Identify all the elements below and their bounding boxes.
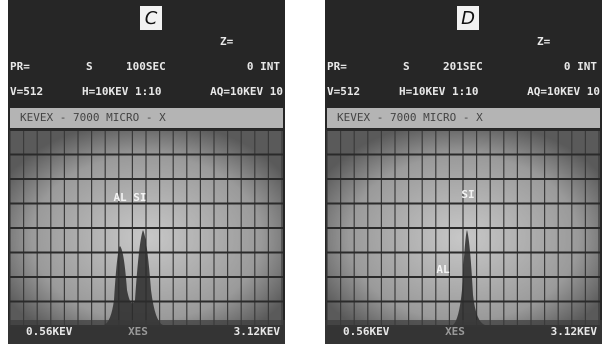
h-field: H=10KEV 1:10 xyxy=(399,85,478,98)
banner-text: KEVEX - 7000 MICRO - X xyxy=(337,111,483,124)
z-field: Z= xyxy=(537,35,551,48)
peak-label: AL SI xyxy=(113,191,146,204)
int-field: 0 INT xyxy=(247,60,280,73)
v-field: V=512 xyxy=(10,85,43,98)
h-field: H=10KEV 1:10 xyxy=(82,85,161,98)
aq-field: AQ=10KEV 10 xyxy=(210,85,283,98)
time-field: 100SEC xyxy=(126,60,166,73)
bottom-right: 3.12KEV xyxy=(234,325,281,338)
panel-label: D xyxy=(461,8,475,29)
int-field: 0 INT xyxy=(564,60,597,73)
bottom-left: 0.56KEV xyxy=(343,325,390,338)
peak-label: AL xyxy=(436,263,450,276)
bottom-mid: XES xyxy=(128,325,148,338)
v-field: V=512 xyxy=(327,85,360,98)
s-field: S xyxy=(86,60,93,73)
peak-label: SI xyxy=(461,188,474,201)
panel-label: C xyxy=(145,8,158,29)
aq-field: AQ=10KEV 10 xyxy=(527,85,600,98)
pr-field: PR= xyxy=(327,60,347,73)
time-field: 201SEC xyxy=(443,60,483,73)
bottom-left: 0.56KEV xyxy=(26,325,73,338)
s-field: S xyxy=(403,60,410,73)
pr-field: PR= xyxy=(10,60,30,73)
bottom-right: 3.12KEV xyxy=(551,325,598,338)
banner-text: KEVEX - 7000 MICRO - X xyxy=(20,111,166,124)
z-field: Z= xyxy=(220,35,234,48)
bottom-mid: XES xyxy=(445,325,465,338)
screen-panel: C Z= PR= S 100SEC 0 INT V=512 H=10KEV 1:10 AQ=10… xyxy=(8,0,285,344)
screenshot: C Z= PR= S 100SEC 0 INT V=512 H=10KEV 1:10 AQ=10… xyxy=(0,0,603,344)
screen-panel: D Z= PR= S 201SEC 0 INT V=512 H=10KEV 1:10 AQ=10… xyxy=(325,0,602,344)
